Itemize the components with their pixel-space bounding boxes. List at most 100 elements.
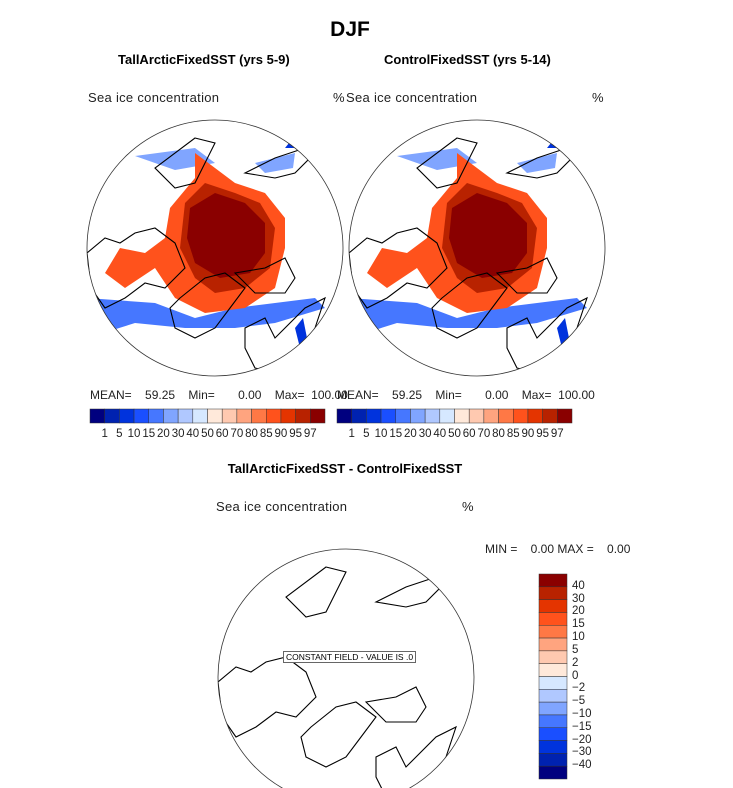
coastline [285, 566, 347, 618]
panel-2-fields [349, 137, 588, 374]
panel-1-colorbar-label: 1 [101, 428, 108, 440]
panel-2-units: % [592, 90, 604, 105]
panel-2-colorbar-label: 85 [506, 428, 520, 440]
lake-ice [557, 318, 569, 348]
max-label: Max= [521, 388, 552, 402]
panel-2-colorbar-label: 70 [477, 428, 491, 440]
difference-colorbar-box [538, 714, 568, 728]
panel-1-colorbar-label: 20 [157, 428, 170, 440]
difference-fields [218, 566, 457, 788]
difference-colorbar-label: −30 [572, 746, 592, 759]
difference-units: % [462, 499, 474, 514]
panel-1-units: % [333, 90, 345, 105]
figure-title: DJF [330, 18, 370, 41]
panel-1-title: TallArcticFixedSST (yrs 5-9) [118, 52, 290, 67]
panel-1-colorbar-box [266, 408, 282, 424]
map-boundary-circle [348, 119, 606, 377]
max-value: 100.00 [558, 388, 595, 402]
panel-1-colorbar-box [280, 408, 296, 424]
difference-colorbar-label: 5 [572, 643, 579, 656]
difference-colorbar-label: 40 [572, 579, 585, 592]
coastline [169, 272, 246, 339]
coastline [244, 296, 326, 374]
min-value: 0.00 [238, 388, 262, 402]
panel-2-colorbar-box [380, 408, 396, 424]
panel-1-colorbar-label: 10 [127, 428, 141, 440]
mean-value: 59.25 [145, 388, 176, 402]
panel-2-stats: MEAN= 59.25 Min= 0.00 Max= 100.00 [337, 388, 595, 402]
difference-map [217, 548, 475, 788]
panel-2-colorbar-label: 60 [462, 428, 476, 440]
min-value: 0.00 [485, 388, 509, 402]
panel-1-colorbar-label: 50 [201, 428, 214, 440]
panel-2-colorbar-label: 95 [536, 428, 550, 440]
panel-1-colorbar-box [119, 408, 135, 424]
panel-2-colorbar-box [468, 408, 485, 424]
panel-2-colorbar-label: 97 [550, 428, 564, 440]
panel-1-colorbar-box [177, 408, 194, 424]
ice-edge-low [285, 138, 297, 148]
difference-colorbar-label: 15 [572, 618, 585, 631]
difference-colorbar-label: 10 [572, 631, 585, 644]
difference-colorbar-box [538, 586, 568, 600]
panel-2-colorbar-box [557, 408, 573, 424]
coastline [154, 137, 216, 189]
panel-2-colorbar-box [498, 408, 514, 424]
ice-edge-low [87, 298, 325, 338]
panel-1-colorbar-label: 90 [274, 428, 288, 440]
panel-2-title: ControlFixedSST (yrs 5-14) [384, 52, 551, 67]
coastline [506, 296, 588, 374]
ice-full [187, 193, 265, 278]
panel-1-colorbar-label: 60 [215, 428, 229, 440]
difference-colorbar-label: −5 [572, 695, 586, 708]
panel-1-colorbar-box [207, 408, 223, 424]
panel-1-colorbar-box [192, 408, 208, 424]
panel-1-colorbar-box [310, 408, 326, 424]
difference-title: TallArcticFixedSST - ControlFixedSST [227, 461, 463, 476]
difference-colorbar-box [538, 701, 568, 716]
coastline [364, 686, 427, 723]
panel-2-colorbar-label: 1 [348, 428, 355, 440]
difference-colorbar-box [538, 727, 568, 741]
panel-1-colorbar-label: 40 [186, 428, 200, 440]
panel-2-colorbar-box [410, 408, 426, 424]
panel-2-colorbar-box [395, 408, 411, 424]
difference-colorbar-box [538, 599, 568, 613]
panel-2-colorbar-box [527, 408, 543, 424]
panel-2-colorbar-box [454, 408, 470, 424]
panel-2-colorbar-box [513, 408, 529, 424]
map-boundary-circle [86, 119, 344, 377]
panel-2-colorbar-label: 5 [363, 428, 370, 440]
panel-2-colorbar-box [424, 408, 441, 424]
panel-2-colorbar-label: 20 [404, 428, 417, 440]
mean-value: 59.25 [392, 388, 423, 402]
panel-1-fields [87, 137, 326, 374]
panel-1-colorbar-label: 95 [289, 428, 303, 440]
panel-2-map [348, 119, 606, 377]
difference-stats: MIN = 0.00 MAX = 0.00 [485, 542, 631, 556]
difference-colorbar-box [538, 689, 568, 703]
panel-1-colorbar-label: 30 [171, 428, 185, 440]
difference-colorbar-label: 30 [572, 592, 585, 605]
ice-edge-low [547, 138, 559, 148]
difference-colorbar-box [538, 625, 568, 639]
coastline [375, 725, 457, 788]
panel-2-colorbar-box [542, 408, 558, 424]
difference-colorbar-box [538, 753, 568, 767]
panel-1-colorbar-box [163, 408, 179, 424]
panel-1-colorbar-box [148, 408, 164, 424]
min-label: Min= [435, 388, 462, 402]
ice-edge-low [517, 153, 557, 173]
max-label: Max= [274, 388, 305, 402]
difference-colorbar-label: −20 [572, 733, 592, 746]
ice-full [449, 193, 527, 278]
coastline [218, 656, 317, 738]
mean-label: MEAN= [90, 388, 132, 402]
panel-1-colorbar-label: 70 [230, 428, 244, 440]
panel-2-colorbar-label: 10 [374, 428, 388, 440]
max-value: 100.00 [311, 388, 348, 402]
panel-1-colorbar-box [133, 408, 149, 424]
difference-colorbar-box [538, 650, 568, 664]
